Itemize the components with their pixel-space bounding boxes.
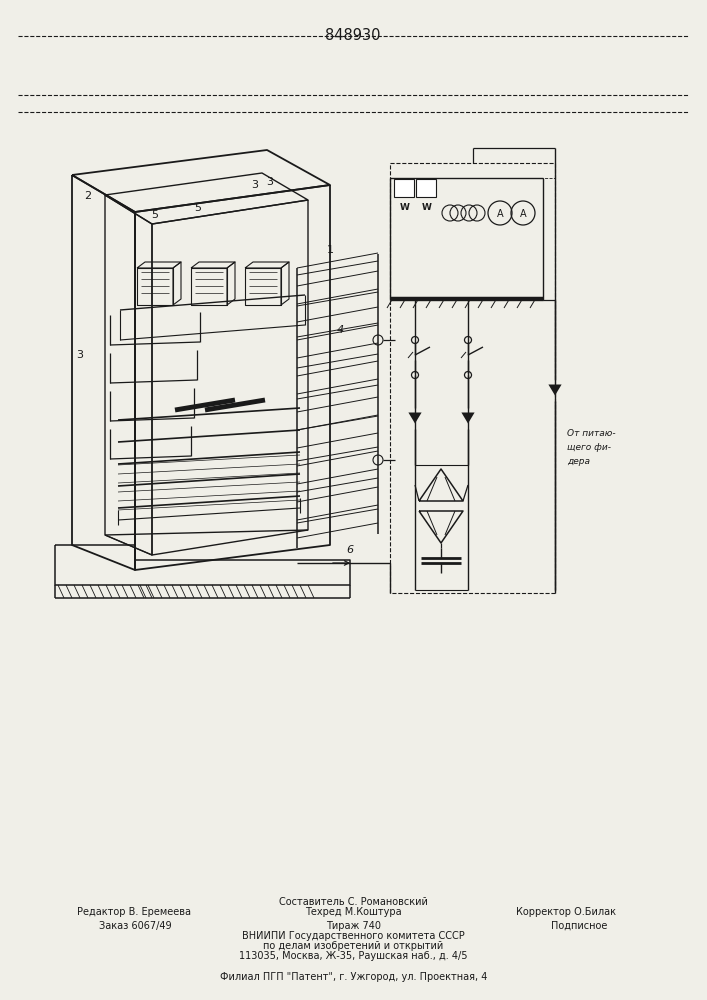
Text: Тираж 740: Тираж 740 <box>326 921 381 931</box>
Text: 5: 5 <box>194 203 201 213</box>
Polygon shape <box>549 384 561 395</box>
Text: Корректор О.Билак: Корректор О.Билак <box>515 907 616 917</box>
Text: От питаю-: От питаю- <box>567 428 616 438</box>
Text: W: W <box>400 204 410 213</box>
Text: 3: 3 <box>76 350 83 360</box>
Text: Составитель С. Романовский: Составитель С. Романовский <box>279 897 428 907</box>
Text: 113035, Москва, Ж-35, Раушская наб., д. 4/5: 113035, Москва, Ж-35, Раушская наб., д. … <box>239 951 468 961</box>
Text: 3: 3 <box>252 180 259 190</box>
Text: по делам изобретений и открытий: по делам изобретений и открытий <box>264 941 443 951</box>
Text: 1: 1 <box>327 245 334 255</box>
Text: щего фи-: щего фи- <box>567 442 611 452</box>
Text: A: A <box>520 209 526 219</box>
Text: Филиал ПГП "Патент", г. Ужгород, ул. Проектная, 4: Филиал ПГП "Патент", г. Ужгород, ул. Про… <box>220 972 487 982</box>
Polygon shape <box>462 412 474 424</box>
Text: W: W <box>422 204 432 213</box>
FancyBboxPatch shape <box>394 179 414 197</box>
Text: Заказ 6067/49: Заказ 6067/49 <box>99 921 172 931</box>
Text: 6: 6 <box>346 545 354 555</box>
Text: Редактор В. Еремеева: Редактор В. Еремеева <box>77 907 192 917</box>
Polygon shape <box>409 412 421 424</box>
FancyBboxPatch shape <box>416 179 436 197</box>
Text: 3: 3 <box>267 177 274 187</box>
Text: ВНИИПИ Государственного комитета СССР: ВНИИПИ Государственного комитета СССР <box>242 931 465 941</box>
Text: дера: дера <box>567 456 590 466</box>
Text: A: A <box>497 209 503 219</box>
Text: Техред М.Коштура: Техред М.Коштура <box>305 907 402 917</box>
Text: 5: 5 <box>151 210 158 220</box>
Text: Подписное: Подписное <box>551 921 608 931</box>
Text: 4: 4 <box>337 325 344 335</box>
Text: 848930: 848930 <box>325 27 381 42</box>
Text: 2: 2 <box>84 191 92 201</box>
